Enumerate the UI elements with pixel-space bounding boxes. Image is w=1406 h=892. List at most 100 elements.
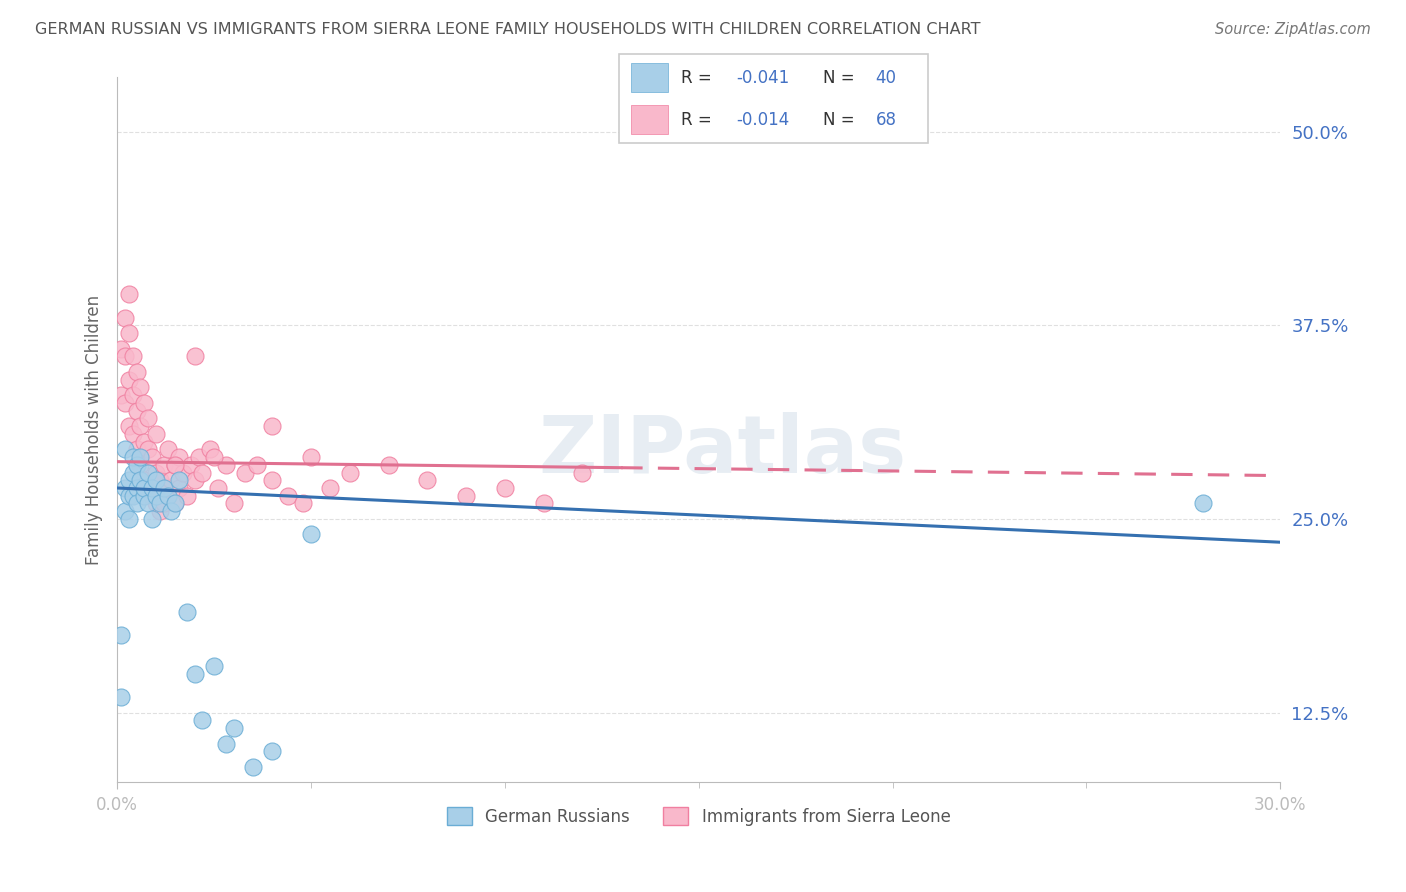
Point: [134, 473, 156, 487]
Point: [125, 458, 148, 472]
Point: [165, 496, 187, 510]
Point: [129, 450, 152, 464]
Point: [118, 512, 141, 526]
Point: [416, 473, 439, 487]
Point: [149, 473, 172, 487]
FancyBboxPatch shape: [619, 54, 928, 143]
Point: [136, 481, 159, 495]
Point: [114, 442, 136, 457]
Point: [222, 721, 245, 735]
Y-axis label: Family Households with Children: Family Households with Children: [86, 295, 103, 565]
Point: [299, 527, 322, 541]
Point: [176, 605, 198, 619]
Point: [125, 481, 148, 495]
Point: [533, 496, 555, 510]
Point: [200, 442, 222, 457]
Point: [156, 489, 179, 503]
Point: [145, 473, 167, 487]
FancyBboxPatch shape: [631, 63, 668, 92]
Point: [184, 349, 207, 363]
Point: [114, 481, 136, 495]
Point: [571, 466, 593, 480]
Point: [152, 481, 174, 495]
Point: [110, 388, 132, 402]
Text: R =: R =: [681, 69, 717, 87]
Text: GERMAN RUSSIAN VS IMMIGRANTS FROM SIERRA LEONE FAMILY HOUSEHOLDS WITH CHILDREN C: GERMAN RUSSIAN VS IMMIGRANTS FROM SIERRA…: [35, 22, 980, 37]
Point: [134, 396, 156, 410]
Point: [118, 326, 141, 340]
Point: [141, 512, 163, 526]
Point: [292, 496, 315, 510]
Point: [114, 504, 136, 518]
Point: [262, 419, 284, 434]
Point: [110, 342, 132, 356]
Point: [118, 473, 141, 487]
Point: [145, 489, 167, 503]
Text: R =: R =: [681, 111, 717, 128]
Point: [118, 287, 141, 301]
Point: [299, 450, 322, 464]
Point: [121, 349, 143, 363]
Point: [129, 419, 152, 434]
Point: [125, 403, 148, 417]
Point: [129, 473, 152, 487]
Point: [202, 659, 225, 673]
Point: [125, 365, 148, 379]
Point: [121, 466, 143, 480]
Point: [114, 349, 136, 363]
Point: [118, 489, 141, 503]
Point: [125, 496, 148, 510]
Point: [141, 481, 163, 495]
FancyBboxPatch shape: [631, 105, 668, 134]
Point: [191, 466, 214, 480]
Point: [136, 442, 159, 457]
Point: [456, 489, 478, 503]
Point: [110, 690, 132, 705]
Text: Source: ZipAtlas.com: Source: ZipAtlas.com: [1215, 22, 1371, 37]
Legend: German Russians, Immigrants from Sierra Leone: German Russians, Immigrants from Sierra …: [439, 799, 959, 834]
Point: [165, 458, 187, 472]
Point: [215, 737, 238, 751]
Point: [160, 504, 183, 518]
Point: [1191, 496, 1213, 510]
Point: [191, 714, 214, 728]
Point: [167, 481, 190, 495]
Point: [377, 458, 399, 472]
Point: [262, 744, 284, 758]
Point: [184, 473, 207, 487]
Point: [233, 466, 256, 480]
Point: [121, 388, 143, 402]
Point: [494, 481, 516, 495]
Point: [121, 450, 143, 464]
Point: [207, 481, 229, 495]
Point: [187, 450, 209, 464]
Point: [176, 489, 198, 503]
Point: [114, 310, 136, 325]
Point: [129, 380, 152, 394]
Point: [277, 489, 299, 503]
Point: [145, 496, 167, 510]
Point: [167, 473, 190, 487]
Point: [149, 496, 172, 510]
Point: [152, 496, 174, 510]
Point: [167, 450, 190, 464]
Point: [118, 372, 141, 386]
Point: [125, 442, 148, 457]
Point: [262, 473, 284, 487]
Point: [118, 419, 141, 434]
Point: [180, 458, 202, 472]
Point: [129, 458, 152, 472]
Point: [134, 481, 156, 495]
Point: [136, 411, 159, 425]
Point: [165, 496, 187, 510]
Point: [222, 496, 245, 510]
Point: [145, 426, 167, 441]
Point: [110, 628, 132, 642]
Point: [134, 434, 156, 449]
Point: [165, 458, 187, 472]
Text: -0.014: -0.014: [737, 111, 789, 128]
Point: [136, 496, 159, 510]
Text: 40: 40: [876, 69, 897, 87]
Point: [152, 458, 174, 472]
Point: [136, 466, 159, 480]
